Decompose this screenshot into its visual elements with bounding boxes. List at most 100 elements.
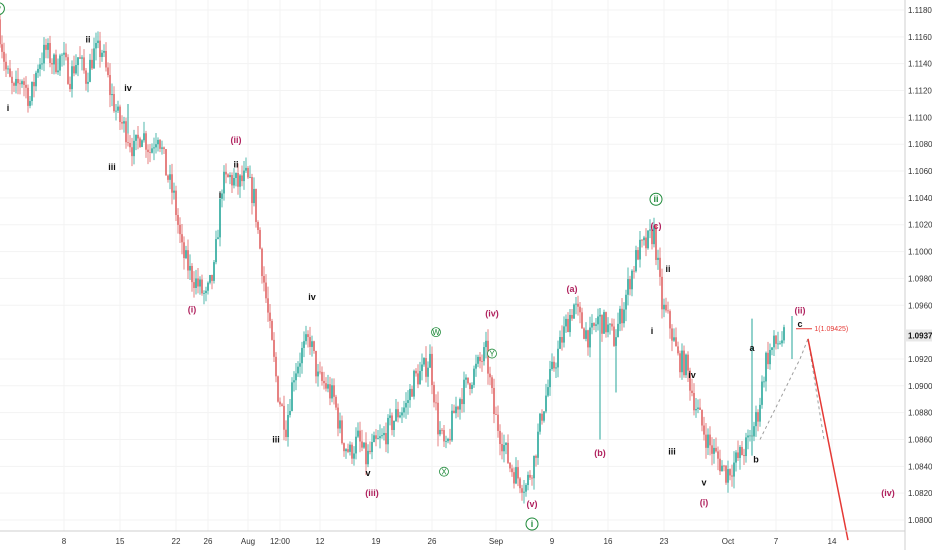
candle-down [167,175,169,180]
candle-down [261,248,263,277]
candle-up [653,225,655,245]
candle-up [471,384,473,390]
candle-down [629,279,631,290]
candle-down [737,452,739,458]
candle-down [231,175,233,186]
candle-down [145,133,147,150]
candle-down [511,468,513,473]
price-axis[interactable]: 1.11800 1.11600 1.11400 1.11200 1.11000 1.108… [904,0,932,550]
candle-up [533,455,535,479]
candle-up [627,279,629,295]
candle-down [319,371,321,373]
wave-label: a [749,343,755,353]
grid-lines [0,0,904,531]
candle-down [17,78,19,84]
price-tick-label: 1.09200 [908,355,932,364]
candle-down [605,312,607,333]
wave-circle [487,348,497,359]
candle-down [347,449,349,452]
candle-down [669,311,671,329]
candle-up [93,48,95,69]
candle-up [589,327,591,348]
price-tick-label: 1.09600 [908,301,932,310]
wave-label: (c) [651,221,662,231]
candle-down [315,351,317,377]
candle-up [545,395,547,412]
candle-down [237,172,239,187]
candle-down [333,385,335,397]
candle-up [377,438,379,439]
candle-down [139,138,141,148]
candle-down [731,475,733,477]
candle-down [83,57,85,71]
price-tick-label: 1.10000 [908,248,932,257]
candle-up [295,373,297,381]
candle-up [779,343,781,345]
price-tick-label: 1.11600 [908,33,932,42]
candle-down [517,467,519,479]
candle-up [547,387,549,396]
candle-down [147,149,149,153]
candle-up [357,430,359,437]
candle-up [371,442,373,453]
candle-up [205,290,207,294]
candle-up [161,147,163,149]
candle-down [729,469,731,476]
candle-up [769,349,771,365]
candle-down [725,465,727,483]
time-tick-label: 15 [116,537,125,546]
candle-down [165,149,167,176]
candle-up [697,407,699,410]
wave-label: c [797,319,802,329]
candle-down [247,167,249,178]
candle-down [23,81,25,85]
wave-label: (iii) [365,488,379,498]
candle-down [255,188,257,222]
candle-up [123,121,125,124]
candle-up [363,442,365,448]
wave-circle [649,192,663,206]
candle-up [61,54,63,56]
candle-up [293,380,295,383]
price-tick-label: 1.10200 [908,221,932,230]
candle-down [313,341,315,352]
time-tick-label: 26 [204,537,213,546]
candle-down [19,83,21,85]
candle-down [493,388,495,415]
candle-up [213,262,215,281]
candle-up [239,175,241,187]
candle-down [65,52,67,58]
candle-down [461,399,463,405]
candle-up [379,436,381,439]
candle-up [189,265,191,271]
price-tick-label: 1.08800 [908,409,932,418]
candle-down [281,404,283,406]
candle-up [483,347,485,362]
candle-down [479,356,481,362]
candle-up [349,444,351,452]
wave-label: v [701,477,706,487]
candle-down [241,175,243,182]
wave-label: (iv) [485,308,499,318]
candle-down [437,402,439,435]
time-tick-label: 26 [428,537,437,546]
candle-down [775,335,777,344]
candle-up [155,144,157,148]
candle-down [497,414,499,431]
target-label: 1(1.09425) [814,326,848,333]
candle-down [723,465,725,467]
candle-up [759,404,761,422]
candle-up [445,441,447,442]
time-axis[interactable]: 8 15 22 26 Aug 12:00 12 19 26 Sep 9 16 23 Oct 7 14 [0,530,905,546]
candle-up [727,469,729,483]
candle-up [199,279,201,287]
candle-up [595,324,597,326]
price-tick-label: 1.08600 [908,435,932,444]
candle-down [425,358,427,377]
candle-down [33,81,35,87]
time-tick-label: 7 [774,537,779,546]
candle-up [221,193,223,199]
candle-down [621,308,623,324]
